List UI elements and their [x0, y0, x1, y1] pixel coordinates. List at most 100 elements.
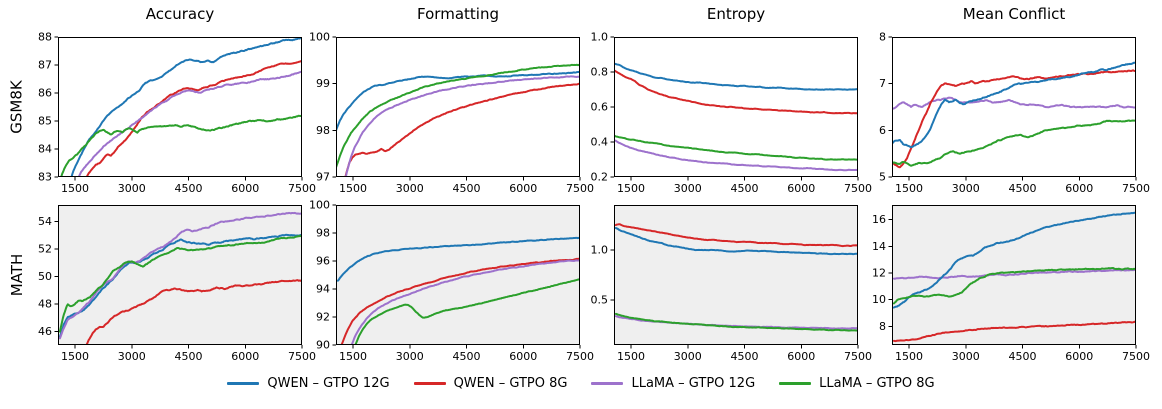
- legend-item-llama-gtpo-12g: LLaMA – GTPO 12G: [591, 376, 755, 391]
- y-tick-label: 83: [38, 171, 52, 184]
- series-line-llama8: [354, 278, 580, 345]
- legend-line-swatch-blue: [227, 381, 260, 385]
- x-tick-label: 7500: [844, 182, 872, 195]
- panel-border: [58, 205, 302, 345]
- y-tick-label: 94: [316, 283, 330, 296]
- legend-item-llama-gtpo-8g: LLaMA – GTPO 8G: [779, 376, 935, 391]
- panel-gsm8k-mean-conflict: 5 6 7 8 1500 3000 4500 6000 7500: [879, 31, 1150, 196]
- y-tick-label: 7: [879, 77, 886, 90]
- x-tick-label: 1500: [895, 350, 923, 363]
- y-tick-label: 50: [38, 270, 52, 283]
- x-tick-label: 6000: [509, 182, 537, 195]
- column-title-accuracy: Accuracy: [145, 5, 215, 23]
- y-tick-label: 8: [879, 320, 886, 333]
- series-line-qwen12: [614, 227, 858, 256]
- row-label-gsm8k: GSM8K: [8, 80, 26, 134]
- y-tick-label: 12: [872, 267, 886, 280]
- panel-border: [58, 37, 302, 177]
- series-line-qwen8: [614, 69, 858, 115]
- legend-label: LLaMA – GTPO 12G: [631, 375, 756, 391]
- x-tick-label: 4500: [1009, 350, 1037, 363]
- x-tick-label: 4500: [175, 350, 203, 363]
- y-tick-label: 0.2: [591, 171, 609, 184]
- column-title-mean-conflict: Mean Conflict: [962, 5, 1066, 23]
- y-tick-label: 1.0: [591, 244, 609, 257]
- series-line-qwen12: [892, 61, 1136, 149]
- panel-math-accuracy: 46 48 50 52 54 1500 3000 4500 6000 7500: [38, 205, 316, 363]
- x-tick-label: 1500: [617, 350, 645, 363]
- panel-gsm8k-entropy: 0.2 0.4 0.6 0.8 1.0 1500 3000 4500 6000 7500: [591, 31, 873, 196]
- y-tick-label: 100: [309, 31, 330, 44]
- panel-math-formatting: 90 92 94 96 98 100 1500 3000 4500 6000 7500: [309, 199, 594, 364]
- y-tick-label: 46: [38, 325, 52, 338]
- series-line-llama12: [350, 259, 580, 345]
- x-tick-label: 3000: [118, 182, 146, 195]
- column-title-entropy: Entropy: [706, 5, 766, 23]
- series-line-llama8: [614, 312, 858, 332]
- x-tick-label: 1500: [617, 182, 645, 195]
- y-tick-label: 6: [879, 124, 886, 137]
- x-tick-label: 7500: [1122, 182, 1150, 195]
- y-tick-label: 0.5: [591, 294, 609, 307]
- y-tick-label: 54: [38, 215, 52, 228]
- y-tick-label: 8: [879, 31, 886, 44]
- x-tick-label: 1500: [895, 182, 923, 195]
- panel-gsm8k-formatting: 97 98 99 100 1500 3000 4500 6000 7500: [309, 31, 594, 196]
- y-tick-label: 87: [38, 59, 52, 72]
- series-line-llama8: [60, 114, 302, 177]
- x-tick-label: 7500: [566, 350, 594, 363]
- x-tick-label: 3000: [952, 350, 980, 363]
- series-line-llama8: [58, 235, 302, 333]
- y-tick-label: 99: [316, 77, 330, 90]
- series-line-qwen12: [336, 70, 580, 132]
- y-tick-label: 98: [316, 124, 330, 137]
- panel-border: [892, 205, 1136, 345]
- panel-border: [336, 37, 580, 177]
- x-tick-label: 6000: [231, 182, 259, 195]
- x-tick-label: 3000: [118, 350, 146, 363]
- y-tick-label: 85: [38, 115, 52, 128]
- x-tick-label: 4500: [731, 182, 759, 195]
- x-tick-label: 6000: [787, 350, 815, 363]
- series-line-qwen12: [336, 236, 580, 282]
- panel-gsm8k-accuracy: 83 84 85 86 87 88 1500 3000 4500 6000 7500: [38, 31, 316, 196]
- y-tick-label: 88: [38, 31, 52, 44]
- legend-label: QWEN – GTPO 12G: [267, 375, 390, 391]
- series-line-qwen8: [85, 279, 302, 345]
- x-tick-label: 4500: [731, 350, 759, 363]
- x-tick-label: 1500: [339, 182, 367, 195]
- series-line-qwen8: [340, 257, 580, 345]
- series-line-qwen12: [892, 211, 1136, 309]
- panel-border: [336, 205, 580, 345]
- legend: QWEN – GTPO 12G QWEN – GTPO 8G LLaMA – G…: [0, 369, 1162, 397]
- y-tick-label: 86: [38, 87, 52, 100]
- y-tick-label: 0.4: [591, 136, 609, 149]
- y-tick-label: 97: [316, 171, 330, 184]
- x-tick-label: 6000: [1065, 182, 1093, 195]
- series-line-llama8: [892, 119, 1136, 167]
- panel-math-entropy: 0.5 1.0 1500 3000 4500 6000 7500: [591, 205, 872, 363]
- x-tick-label: 6000: [1065, 350, 1093, 363]
- y-tick-label: 14: [872, 240, 886, 253]
- column-title-formatting: Formatting: [417, 5, 499, 23]
- y-tick-label: 1.0: [591, 31, 609, 44]
- y-tick-label: 84: [38, 143, 52, 156]
- x-tick-label: 1500: [339, 350, 367, 363]
- x-tick-label: 4500: [453, 182, 481, 195]
- series-line-qwen12: [58, 233, 302, 338]
- x-tick-label: 6000: [231, 350, 259, 363]
- x-tick-label: 4500: [453, 350, 481, 363]
- series-line-qwen12: [614, 62, 858, 91]
- x-tick-label: 1500: [61, 182, 89, 195]
- series-line-llama12: [892, 268, 1136, 280]
- y-tick-label: 16: [872, 213, 886, 226]
- y-tick-label: 0.6: [591, 101, 609, 114]
- x-tick-label: 7500: [566, 182, 594, 195]
- series-line-llama12: [614, 139, 858, 172]
- y-tick-label: 0.8: [591, 66, 609, 79]
- series-line-qwen12: [70, 37, 302, 177]
- x-tick-label: 4500: [175, 182, 203, 195]
- y-tick-label: 100: [309, 199, 330, 212]
- panel-border: [614, 205, 858, 345]
